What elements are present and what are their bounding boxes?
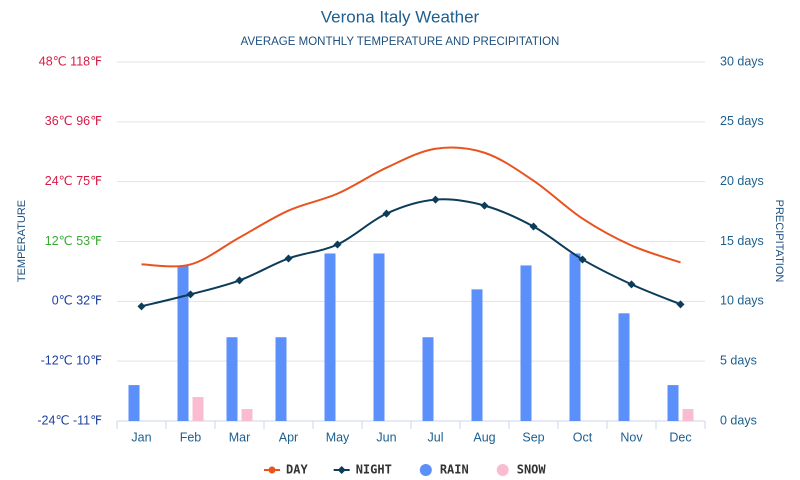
y-tick-label: 12℃ 53℉ xyxy=(45,234,102,248)
bar xyxy=(422,337,434,421)
legend-label: DAY xyxy=(286,463,308,477)
x-tick-label: Oct xyxy=(573,430,593,444)
point xyxy=(627,280,636,289)
y2-axis-label: PRECIPITATION xyxy=(773,200,785,283)
bar xyxy=(618,313,630,421)
legend-label: NIGHT xyxy=(356,463,392,477)
point xyxy=(382,209,391,218)
bar xyxy=(177,265,189,421)
x-tick-label: Dec xyxy=(669,430,691,444)
x-tick-label: Apr xyxy=(279,430,298,444)
chart-subtitle: AVERAGE MONTHLY TEMPERATURE AND PRECIPIT… xyxy=(241,36,560,48)
point xyxy=(137,302,146,311)
point xyxy=(235,276,244,285)
line xyxy=(141,198,681,308)
y2-tick-label: 20 days xyxy=(720,174,764,188)
point xyxy=(480,201,489,210)
bar xyxy=(324,253,336,421)
legend-label: RAIN xyxy=(440,463,469,477)
legend-marker xyxy=(496,464,509,476)
y2-tick-label: 15 days xyxy=(720,234,764,248)
y2-tick-label: 25 days xyxy=(720,114,764,128)
legend-marker xyxy=(268,466,276,474)
y-tick-label: 24℃ 75℉ xyxy=(45,174,102,188)
point xyxy=(529,222,538,231)
y2-tick-label: 30 days xyxy=(720,54,764,68)
bar xyxy=(682,409,694,421)
bar xyxy=(520,265,532,421)
bar xyxy=(241,409,253,421)
bar xyxy=(226,337,238,421)
x-tick-label: May xyxy=(326,430,350,444)
legend-marker xyxy=(337,466,346,474)
bar xyxy=(667,385,679,421)
line xyxy=(141,146,681,268)
x-tick-label: Sep xyxy=(522,430,544,444)
y-tick-label: -12℃ 10℉ xyxy=(41,353,102,367)
y-tick-label: 48℃ 118℉ xyxy=(39,54,102,68)
x-tick-label: Mar xyxy=(229,430,251,444)
y-tick-label: -24℃ -11℉ xyxy=(37,413,102,427)
legend-label: SNOW xyxy=(517,463,547,477)
y-tick-label: 36℃ 96℉ xyxy=(45,114,102,128)
chart-title: Verona Italy Weather xyxy=(321,7,480,26)
y-tick-label: 0℃ 32℉ xyxy=(52,294,102,308)
y2-tick-label: 5 days xyxy=(720,353,757,367)
bar xyxy=(471,289,483,421)
bar xyxy=(373,253,385,421)
x-tick-label: Jul xyxy=(428,430,444,444)
point xyxy=(186,290,195,299)
point xyxy=(284,254,293,263)
x-tick-label: Nov xyxy=(620,430,643,444)
point xyxy=(333,240,342,249)
point xyxy=(676,300,685,309)
point xyxy=(578,255,587,264)
legend-marker xyxy=(419,464,432,476)
bar xyxy=(569,253,581,421)
y2-tick-label: 0 days xyxy=(720,413,757,427)
y2-tick-label: 10 days xyxy=(720,294,764,308)
x-tick-label: Feb xyxy=(180,430,202,444)
x-tick-label: Jan xyxy=(131,430,151,444)
x-tick-label: Aug xyxy=(473,430,495,444)
x-tick-label: Jun xyxy=(376,430,396,444)
bar xyxy=(192,397,204,421)
point xyxy=(431,195,440,204)
y-axis-label: TEMPERATURE xyxy=(16,200,28,282)
bar xyxy=(275,337,287,421)
bar xyxy=(128,385,140,421)
